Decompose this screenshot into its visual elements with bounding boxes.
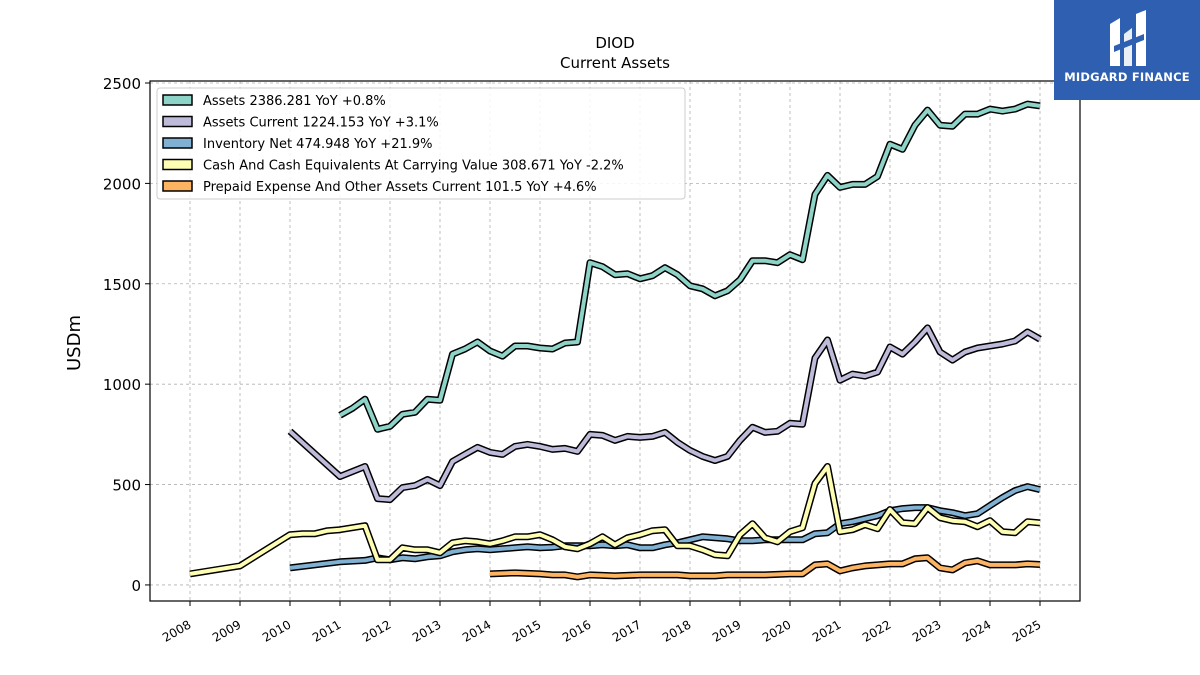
legend-item: Inventory Net 474.948 YoY +21.9% — [162, 137, 433, 152]
series-lines — [189, 100, 1042, 581]
legend: Assets 2386.281 YoY +0.8% Assets Current … — [156, 87, 686, 200]
series-4 — [489, 554, 1041, 581]
x-tick-label: 2014 — [460, 617, 493, 644]
legend-swatch — [162, 137, 193, 149]
legend-label: Cash And Cash Equivalents At Carrying Va… — [203, 159, 624, 174]
x-tick-label: 2011 — [310, 617, 343, 644]
y-tick-label: 2000 — [103, 175, 141, 193]
logo-mark-icon — [1110, 10, 1146, 66]
x-tick-label: 2019 — [710, 617, 743, 644]
y-tick-label: 0 — [131, 577, 141, 595]
series-0 — [338, 100, 1041, 433]
x-tick-label: 2021 — [810, 617, 843, 644]
series-3 — [189, 463, 1041, 578]
legend-swatch — [162, 94, 193, 106]
legend-item: Prepaid Expense And Other Assets Current… — [162, 180, 597, 195]
legend-box — [156, 87, 686, 200]
legend-item: Assets 2386.281 YoY +0.8% — [162, 94, 386, 109]
x-tick-label: 2012 — [360, 617, 393, 644]
x-tick-label: 2009 — [210, 617, 243, 644]
x-tick-label: 2023 — [910, 617, 943, 644]
plot-frame — [149, 80, 1081, 602]
legend-label: Prepaid Expense And Other Assets Current… — [203, 180, 597, 195]
x-tick-label: 2008 — [160, 617, 193, 644]
x-tick-label: 2018 — [660, 617, 693, 644]
x-tick-label: 2022 — [860, 617, 893, 644]
series-line — [339, 102, 1041, 432]
y-tick-label: 500 — [112, 477, 141, 495]
legend-swatch — [162, 115, 193, 128]
legend-item: Cash And Cash Equivalents At Carrying Va… — [162, 158, 624, 174]
x-tick-label: 2025 — [1010, 617, 1043, 644]
legend-swatch — [162, 180, 193, 192]
series-line — [288, 325, 1041, 502]
legend-label: Assets Current 1224.153 YoY +3.1% — [203, 116, 439, 131]
y-axis-label: USDm — [64, 315, 85, 371]
x-tick-label: 2016 — [560, 617, 593, 644]
chart-subtitle: Current Assets — [560, 54, 670, 72]
y-tick-label: 1000 — [103, 376, 141, 394]
series-line — [489, 555, 1041, 579]
series-1 — [287, 324, 1042, 504]
legend-item: Assets Current 1224.153 YoY +3.1% — [162, 115, 439, 131]
brand-name: MIDGARD FINANCE — [1064, 70, 1190, 84]
legend-swatch — [162, 158, 193, 171]
chart-title: DIOD — [595, 34, 634, 52]
legend-label: Inventory Net 474.948 YoY +21.9% — [203, 137, 433, 152]
x-tick-label: 2013 — [410, 617, 443, 644]
x-tick-label: 2010 — [260, 617, 293, 644]
x-tick-label: 2024 — [960, 617, 993, 644]
y-tick-label: 1500 — [103, 276, 141, 294]
y-tick-label: 2500 — [103, 75, 141, 93]
x-tick-label: 2015 — [510, 617, 543, 644]
brand-logo: MIDGARD FINANCE — [1054, 0, 1200, 100]
x-tick-label: 2017 — [610, 617, 643, 644]
series-line — [189, 464, 1041, 576]
x-tick-label: 2020 — [760, 617, 793, 644]
legend-label: Assets 2386.281 YoY +0.8% — [203, 94, 386, 109]
